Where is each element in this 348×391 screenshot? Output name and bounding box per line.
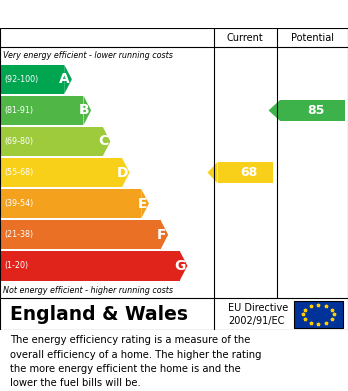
Text: (92-100): (92-100) xyxy=(5,75,39,84)
Text: 85: 85 xyxy=(307,104,324,117)
Text: Current: Current xyxy=(227,32,264,43)
Text: Not energy efficient - higher running costs: Not energy efficient - higher running co… xyxy=(3,286,174,295)
Bar xyxy=(1,96,84,125)
Text: Energy Efficiency Rating: Energy Efficiency Rating xyxy=(10,7,231,22)
Bar xyxy=(280,100,345,121)
Text: (39-54): (39-54) xyxy=(5,199,34,208)
Text: (55-68): (55-68) xyxy=(5,168,34,177)
Text: E: E xyxy=(138,197,147,211)
Polygon shape xyxy=(180,251,188,280)
Polygon shape xyxy=(122,158,130,187)
Text: C: C xyxy=(98,135,109,149)
Bar xyxy=(218,162,273,183)
Text: (1-20): (1-20) xyxy=(5,261,29,270)
Text: England & Wales: England & Wales xyxy=(10,305,188,324)
Polygon shape xyxy=(84,96,91,125)
Text: A: A xyxy=(60,72,70,86)
Text: Potential: Potential xyxy=(291,32,334,43)
Text: B: B xyxy=(79,104,89,117)
Bar xyxy=(294,301,343,328)
Polygon shape xyxy=(207,162,218,183)
Text: G: G xyxy=(174,259,186,273)
Polygon shape xyxy=(141,189,149,218)
Text: D: D xyxy=(117,165,128,179)
Text: Very energy efficient - lower running costs: Very energy efficient - lower running co… xyxy=(3,51,173,60)
Polygon shape xyxy=(160,220,168,249)
Text: EU Directive
2002/91/EC: EU Directive 2002/91/EC xyxy=(228,303,288,326)
Text: The energy efficiency rating is a measure of the
overall efficiency of a home. T: The energy efficiency rating is a measur… xyxy=(10,335,262,388)
Polygon shape xyxy=(103,127,110,156)
Bar xyxy=(1,158,122,187)
Polygon shape xyxy=(64,65,72,94)
Bar xyxy=(1,220,160,249)
Bar xyxy=(1,65,64,94)
Text: F: F xyxy=(157,228,166,242)
Bar xyxy=(1,251,180,280)
Text: (21-38): (21-38) xyxy=(5,230,34,239)
Bar xyxy=(1,189,141,218)
Text: 68: 68 xyxy=(240,166,258,179)
Text: (81-91): (81-91) xyxy=(5,106,34,115)
Polygon shape xyxy=(269,100,280,121)
Bar xyxy=(1,127,103,156)
Text: (69-80): (69-80) xyxy=(5,137,34,146)
